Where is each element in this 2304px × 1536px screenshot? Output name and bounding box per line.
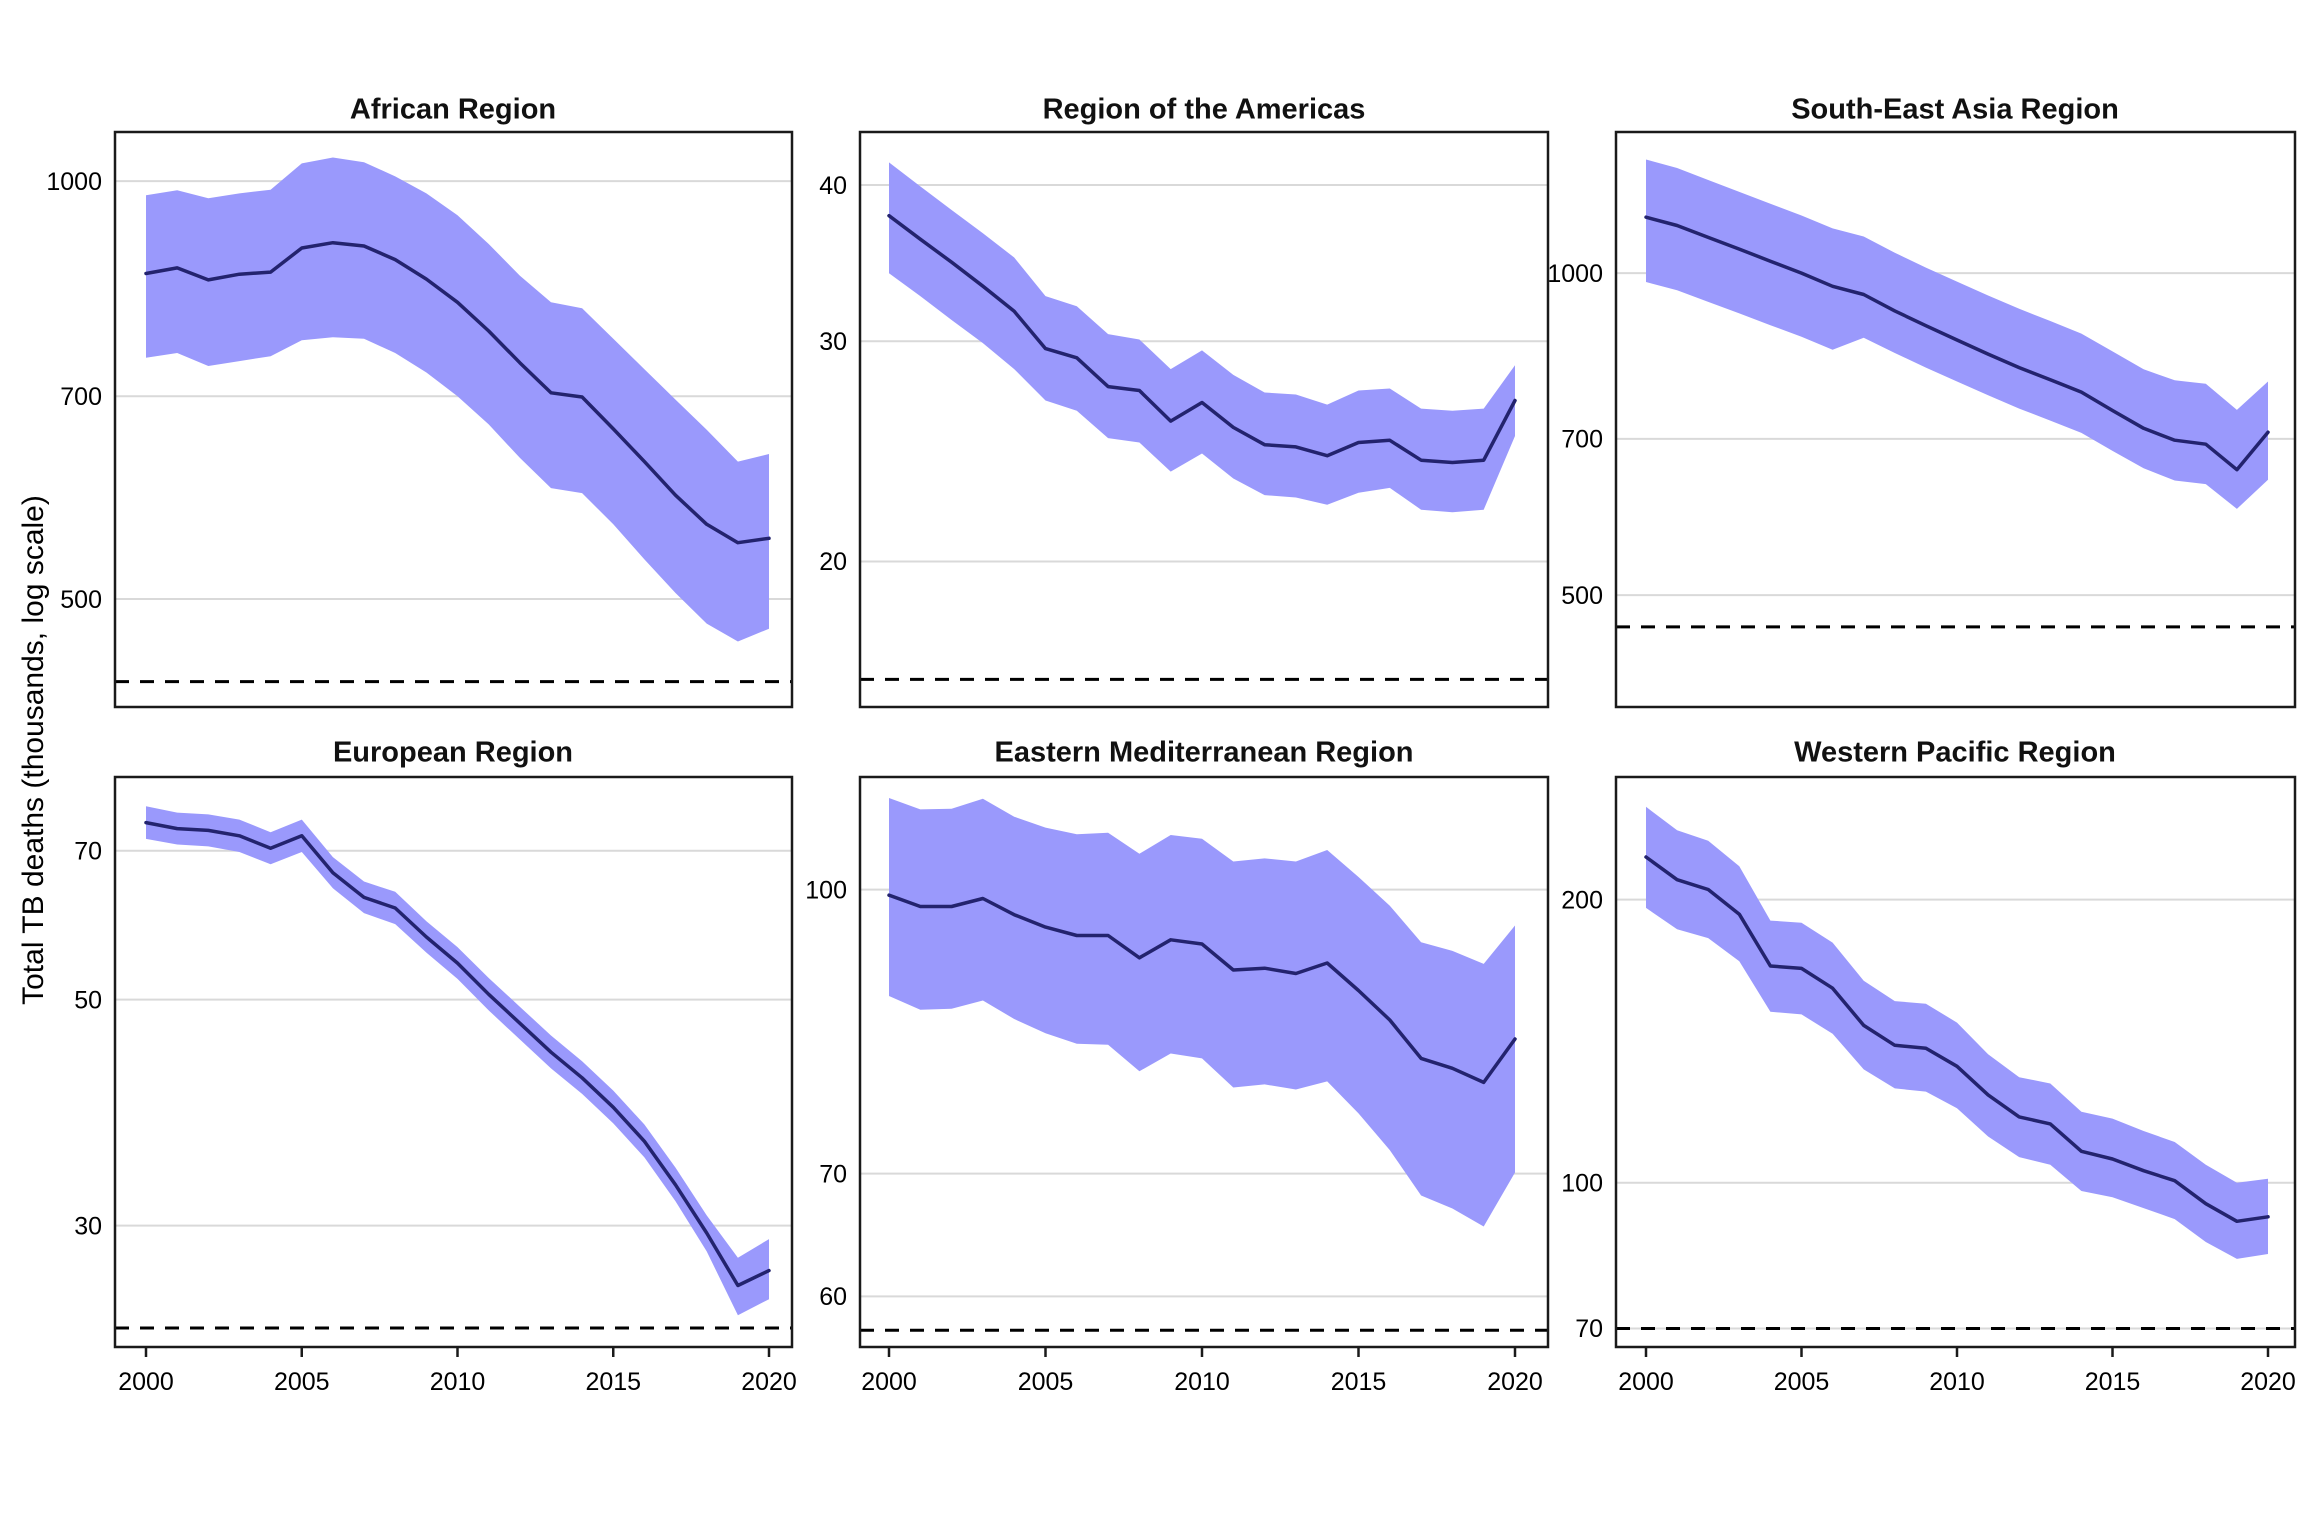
central-estimate-line bbox=[887, 893, 1517, 1085]
panel-border bbox=[1614, 775, 2297, 1349]
panel-border bbox=[858, 130, 1550, 709]
y-tick-label: 1000 bbox=[1547, 260, 1603, 288]
panel-title-western-pacific-region: Western Pacific Region bbox=[1794, 736, 2116, 769]
central-estimate-line bbox=[1644, 855, 2270, 1224]
y-tick-label: 500 bbox=[1561, 582, 1603, 610]
x-tick-label: 2000 bbox=[861, 1368, 917, 1396]
panel-title-south-east-asia-region: South-East Asia Region bbox=[1791, 93, 2119, 126]
panel-title-eastern-mediterranean-region: Eastern Mediterranean Region bbox=[994, 736, 1414, 769]
panel-border bbox=[113, 130, 794, 709]
uncertainty-ribbon bbox=[1646, 806, 2268, 1259]
x-tick-label: 2010 bbox=[1929, 1368, 1985, 1396]
panel-border bbox=[858, 775, 1550, 1349]
x-tick-label: 2020 bbox=[2240, 1368, 2296, 1396]
central-estimate-line bbox=[1644, 215, 2270, 472]
central-estimate-line bbox=[887, 213, 1517, 465]
x-tick-label: 2005 bbox=[1018, 1368, 1074, 1396]
y-tick-label: 1000 bbox=[46, 168, 102, 196]
uncertainty-ribbon bbox=[146, 157, 769, 642]
central-estimate-line bbox=[144, 820, 771, 1288]
uncertainty-ribbon bbox=[146, 806, 769, 1316]
y-tick-label: 100 bbox=[805, 876, 847, 904]
x-tick-label: 2015 bbox=[585, 1368, 641, 1396]
x-tick-label: 2020 bbox=[741, 1368, 797, 1396]
panel-title-african-region: African Region bbox=[349, 93, 557, 126]
y-tick-label: 20 bbox=[819, 548, 847, 576]
panel-title-european-region: European Region bbox=[332, 736, 574, 769]
x-tick-label: 2000 bbox=[1618, 1368, 1674, 1396]
uncertainty-ribbon bbox=[889, 162, 1515, 513]
y-tick-label: 100 bbox=[1561, 1170, 1603, 1198]
x-tick-label: 2015 bbox=[2085, 1368, 2141, 1396]
x-tick-label: 2010 bbox=[1174, 1368, 1230, 1396]
uncertainty-ribbon bbox=[889, 798, 1515, 1227]
y-tick-label: 30 bbox=[74, 1212, 102, 1240]
central-estimate-line bbox=[144, 240, 771, 545]
y-tick-label: 40 bbox=[819, 172, 847, 200]
y-tick-label: 700 bbox=[1561, 426, 1603, 454]
panel-border bbox=[113, 775, 794, 1349]
x-tick-label: 2005 bbox=[274, 1368, 330, 1396]
x-tick-label: 2005 bbox=[1774, 1368, 1830, 1396]
y-tick-label: 60 bbox=[819, 1283, 847, 1311]
y-tick-label: 70 bbox=[74, 838, 102, 866]
x-tick-label: 2000 bbox=[118, 1368, 174, 1396]
panel-title-region-of-the-americas: Region of the Americas bbox=[1042, 93, 1366, 126]
x-tick-label: 2015 bbox=[1331, 1368, 1387, 1396]
x-tick-label: 2020 bbox=[1487, 1368, 1543, 1396]
y-tick-label: 50 bbox=[74, 986, 102, 1014]
y-tick-label: 700 bbox=[60, 383, 102, 411]
panel-border bbox=[1614, 130, 2297, 709]
x-tick-label: 2010 bbox=[430, 1368, 486, 1396]
y-tick-label: 500 bbox=[60, 586, 102, 614]
y-tick-label: 70 bbox=[1575, 1315, 1603, 1343]
y-tick-label: 200 bbox=[1561, 886, 1603, 914]
y-tick-label: 30 bbox=[819, 328, 847, 356]
uncertainty-ribbon bbox=[1646, 159, 2268, 509]
y-tick-label: 70 bbox=[819, 1160, 847, 1188]
